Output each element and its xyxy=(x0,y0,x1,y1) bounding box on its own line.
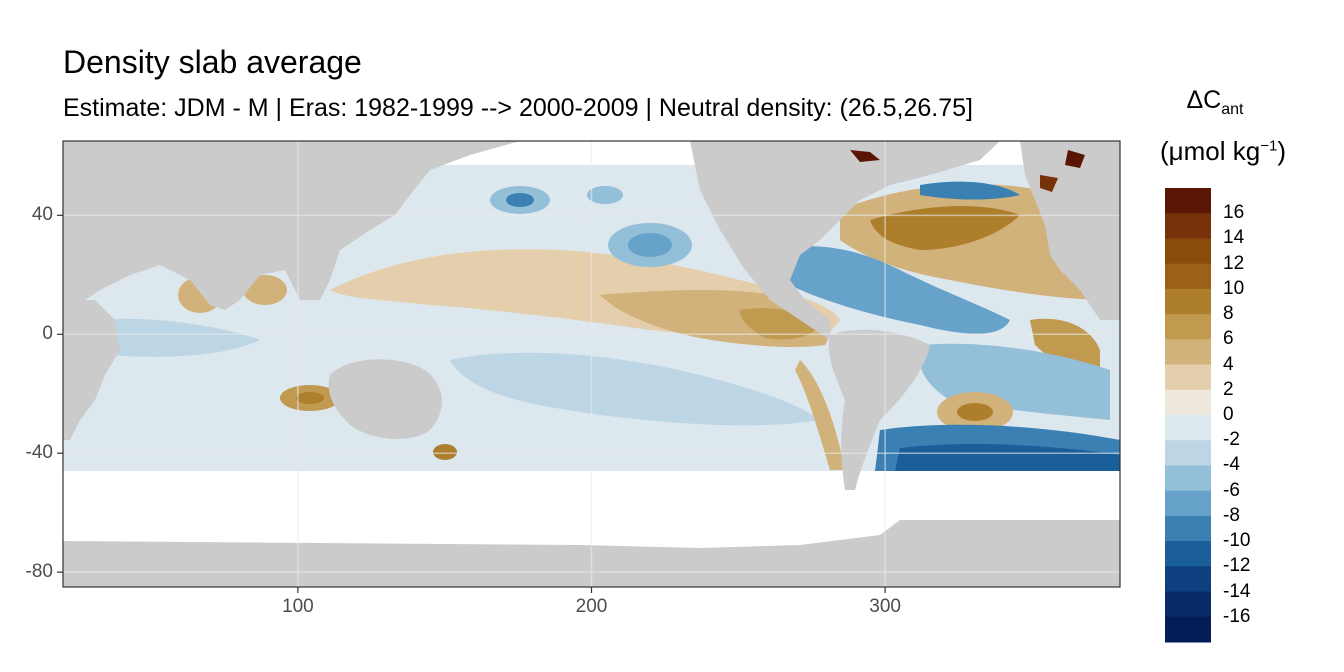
indian-ocean-cool-band xyxy=(80,318,260,357)
central-pacific-core xyxy=(628,233,672,257)
legend-swatch xyxy=(1165,440,1211,466)
legend-swatch xyxy=(1165,213,1211,239)
legend-label: 14 xyxy=(1223,227,1245,249)
south-america xyxy=(828,329,930,490)
chart-subtitle: Estimate: JDM - M | Eras: 1982-1999 --> … xyxy=(63,94,973,122)
eurasia-landmass xyxy=(63,141,520,310)
y-tick-label: -80 xyxy=(25,561,53,583)
legend-swatch xyxy=(1165,415,1211,441)
legend-label: -16 xyxy=(1223,605,1251,627)
legend-title-main: ΔC xyxy=(1186,86,1222,114)
y-tick-label: 40 xyxy=(31,204,53,226)
grid-lines xyxy=(63,141,1120,587)
kuroshio-core xyxy=(506,193,534,207)
legend-unit-sup: −1 xyxy=(1260,137,1278,155)
legend-label: 8 xyxy=(1223,303,1234,325)
legend-title: ΔCant xyxy=(1160,86,1270,119)
x-tick-label: 100 xyxy=(282,596,314,617)
legend-swatch xyxy=(1165,238,1211,265)
legend-swatch xyxy=(1165,288,1211,315)
legend-title-sub: ant xyxy=(1221,101,1244,118)
north-atlantic-core xyxy=(870,205,1020,250)
norwegian-dark-patch xyxy=(1040,175,1058,192)
legend-swatch xyxy=(1165,263,1211,290)
barents-dark-patch xyxy=(1065,150,1085,168)
legend-label: -2 xyxy=(1223,429,1240,451)
y-tick-label: 0 xyxy=(42,323,53,345)
x-tick-label: 300 xyxy=(869,596,901,617)
north-pacific-cool-spot xyxy=(587,186,623,204)
legend-swatch xyxy=(1165,389,1211,416)
legend-label: 4 xyxy=(1223,353,1234,375)
greenland-dark-patch xyxy=(850,150,880,162)
legend-swatch xyxy=(1165,465,1211,492)
south-atlantic-warm-core xyxy=(957,403,993,421)
australia xyxy=(328,359,442,440)
legend-swatch xyxy=(1165,515,1211,542)
legend-swatch xyxy=(1165,339,1211,366)
legend-label: 10 xyxy=(1223,277,1245,299)
north-america xyxy=(690,141,1000,340)
legend-label: 6 xyxy=(1223,328,1234,350)
west-australia-core xyxy=(296,392,324,404)
legend-label: -12 xyxy=(1223,555,1251,577)
legend-label: -6 xyxy=(1223,479,1240,501)
legend-unit: (μmol kg−1) xyxy=(1160,136,1320,167)
axis-ticks xyxy=(57,214,886,593)
legend-label: 16 xyxy=(1223,202,1245,224)
legend-unit-open: (μmol kg xyxy=(1160,136,1261,166)
legend-label: -4 xyxy=(1223,454,1240,476)
legend-swatch xyxy=(1165,490,1211,517)
north-atlantic-cool-band xyxy=(768,246,1010,334)
legend-swatch xyxy=(1165,591,1211,618)
north-atlantic-subpolar-cool xyxy=(920,181,1020,200)
tasman-warm-spot xyxy=(433,444,457,460)
legend-unit-close: ) xyxy=(1277,136,1286,166)
legend-colorbar xyxy=(1165,188,1211,643)
legend-swatch xyxy=(1165,314,1211,340)
legend-swatch xyxy=(1165,364,1211,391)
legend-label: -8 xyxy=(1223,504,1240,526)
legend-label: 12 xyxy=(1223,252,1245,274)
x-tick-label: 200 xyxy=(575,596,608,617)
legend-label: -10 xyxy=(1223,530,1251,552)
chile-warm-strip xyxy=(795,360,845,470)
legend-swatch xyxy=(1165,566,1211,593)
y-tick-label: -40 xyxy=(25,442,53,464)
legend-label: 0 xyxy=(1223,404,1234,425)
legend-label: -14 xyxy=(1223,580,1251,602)
legend-label: 2 xyxy=(1223,378,1234,400)
legend-swatch xyxy=(1165,541,1211,567)
chart-title: Density slab average xyxy=(63,44,362,80)
legend-swatch xyxy=(1165,188,1211,214)
south-pacific-cool-band xyxy=(450,352,820,426)
southern-ocean-atlantic-core xyxy=(895,444,1120,471)
legend-swatch xyxy=(1165,616,1211,643)
